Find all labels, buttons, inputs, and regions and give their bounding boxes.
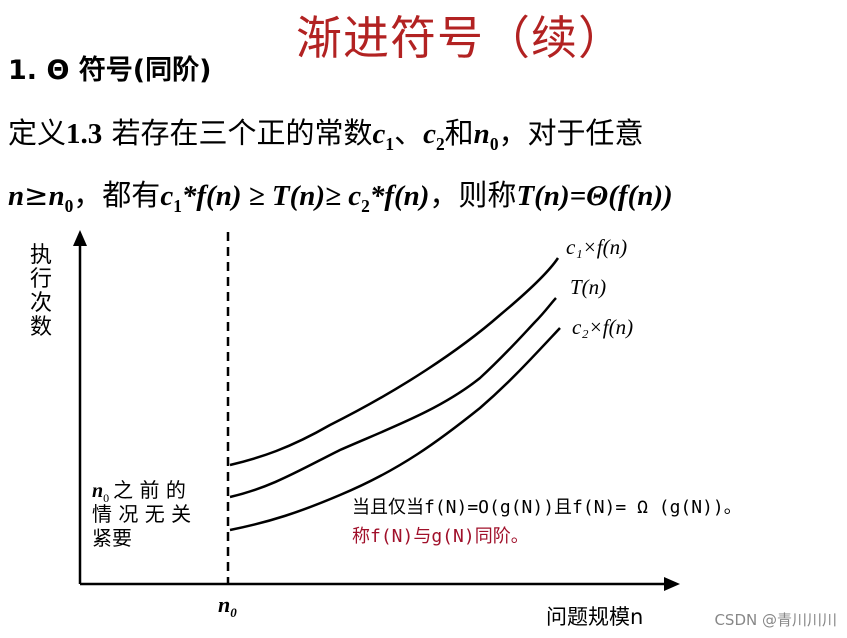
curve-label-c2: c₂×f(n) bbox=[572, 315, 633, 339]
before-note-line1: n0 之 前 的 bbox=[92, 478, 186, 505]
def-prefix: 定义 bbox=[8, 116, 67, 150]
n0-tick-label: n0 bbox=[218, 592, 237, 620]
definition-line-1: 定义1.3 若存在三个正的常数c1、c2和n0，对于任意 bbox=[8, 110, 644, 155]
curve-label-t: T(n) bbox=[570, 275, 606, 299]
section-heading: 1. Θ 符号(同阶) bbox=[8, 55, 212, 86]
var-n: n bbox=[8, 180, 25, 212]
expr-c2-sub: 2 bbox=[361, 195, 370, 216]
statement-iff: 当且仅当f(N)=O(g(N))且f(N)= Ω (g(N))。 bbox=[352, 497, 742, 518]
curve-label-c1: c₁×f(n) bbox=[566, 235, 627, 259]
const-c2-sub: 2 bbox=[435, 133, 445, 154]
def-sep: 、 bbox=[394, 116, 424, 150]
y-axis-arrow bbox=[73, 230, 87, 246]
y-axis-label-1: 执 bbox=[30, 243, 52, 268]
expr-middle: *f(n) ≥ T(n)≥ c bbox=[181, 180, 362, 212]
const-c1-sub: 1 bbox=[385, 133, 395, 154]
def-number: 1.3 bbox=[66, 118, 103, 150]
var-n0-sub: 0 bbox=[64, 195, 74, 216]
curve-t-n bbox=[229, 297, 557, 499]
curve-c1-f-n bbox=[229, 257, 560, 467]
const-n0-sub: 0 bbox=[489, 133, 499, 154]
credit-watermark: CSDN @青川川川 bbox=[714, 611, 837, 629]
before-note-line2: 情 况 无 关 bbox=[92, 502, 191, 526]
const-c1: c bbox=[372, 118, 386, 150]
y-axis-label-2: 行 bbox=[30, 267, 52, 292]
def-text-2: ，对于任意 bbox=[498, 116, 644, 150]
expr-c1: c bbox=[160, 180, 174, 212]
def-text-3: ，都有 bbox=[73, 178, 161, 212]
expr-end: *f(n) bbox=[369, 180, 430, 212]
const-c2: c bbox=[423, 118, 436, 150]
var-n0: n bbox=[48, 180, 65, 212]
y-axis-label-3: 次 bbox=[30, 291, 52, 316]
statement-same-order: 称f(N)与g(N)同阶。 bbox=[352, 526, 529, 547]
before-note-line3: 紧要 bbox=[92, 526, 132, 550]
y-axis-label-4: 数 bbox=[30, 315, 52, 340]
def-text-1: 若存在三个正的常数 bbox=[102, 116, 373, 150]
x-axis-arrow bbox=[664, 577, 680, 591]
curve-c2-f-n bbox=[229, 327, 561, 532]
def-text-4: ，则称 bbox=[429, 178, 517, 212]
conclusion: T(n)=Θ(f(n)) bbox=[516, 180, 673, 212]
def-and: 和 bbox=[444, 116, 474, 150]
x-axis-label: 问题规模n bbox=[546, 605, 643, 629]
geq-symbol: ≥ bbox=[24, 178, 49, 212]
const-n0: n bbox=[473, 118, 490, 150]
page-title: 渐进符号（续） bbox=[296, 11, 625, 65]
expr-c1-sub: 1 bbox=[173, 195, 182, 216]
definition-line-2: n≥n0，都有c1*f(n) ≥ T(n)≥ c2*f(n)，则称T(n)=Θ(… bbox=[8, 172, 673, 217]
